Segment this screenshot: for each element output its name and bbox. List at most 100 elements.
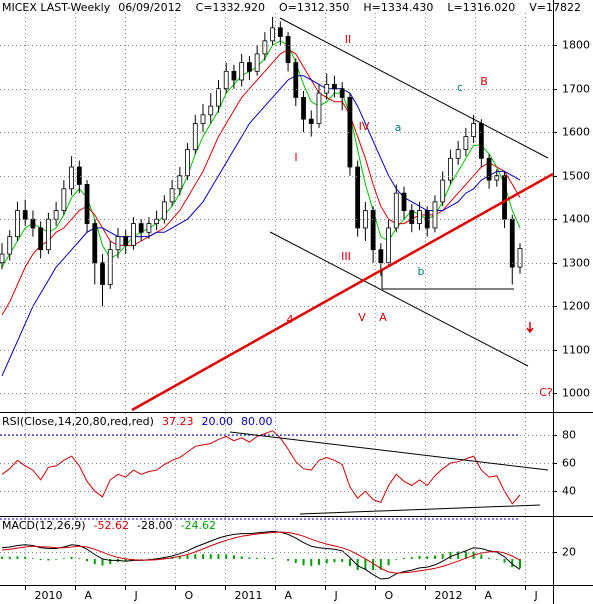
candle-body — [115, 236, 121, 251]
candle-body — [262, 40, 268, 55]
candle-body — [76, 166, 82, 185]
candle-body — [393, 192, 399, 229]
candle-body — [216, 88, 221, 107]
candle-body — [138, 223, 144, 233]
header-value: -52.62 — [94, 519, 129, 532]
candle-body — [417, 210, 422, 224]
candle-body — [146, 223, 152, 233]
x-tick-label: A — [285, 589, 293, 602]
candle-body — [200, 114, 206, 124]
header-value: -24.62 — [180, 519, 215, 532]
annotation: a — [395, 121, 402, 134]
candle-body — [161, 201, 167, 220]
candle-body — [185, 149, 190, 177]
candle-body — [486, 157, 492, 181]
x-tick-label: 2012 — [435, 589, 463, 602]
rsi-lines — [0, 431, 549, 515]
panel-title: RSI(Close,14,20,80,red,red) — [2, 415, 154, 428]
annotation: IV — [359, 120, 370, 133]
candle-body — [316, 92, 322, 124]
x-tick-label: J — [134, 589, 138, 602]
candle-body — [401, 192, 407, 211]
annotation: V — [358, 311, 366, 324]
y-tick-label: 80 — [562, 429, 576, 442]
y-tick-label: 60 — [562, 457, 576, 470]
candle-body — [107, 249, 113, 285]
candle-body — [355, 166, 361, 229]
candle-body — [285, 36, 291, 64]
x-tick-label: J — [534, 589, 538, 602]
panel-title: MICEX LAST-Weekly — [2, 1, 111, 14]
candle-body — [478, 123, 484, 159]
header-value: V=17822 — [529, 1, 581, 14]
candle-body — [92, 223, 98, 264]
candle-body — [53, 210, 59, 220]
y-tick-label: 1800 — [562, 39, 590, 52]
candle-body — [301, 97, 306, 120]
candle-body — [231, 70, 237, 81]
annotation: b — [418, 265, 425, 278]
candle-body — [100, 262, 105, 285]
rsi-trend-top — [229, 431, 549, 471]
x-tick-label: 2011 — [235, 589, 263, 602]
candle-body — [509, 218, 515, 268]
y-tick-label: 1200 — [562, 300, 590, 313]
header-value: 06/09/2012 — [118, 1, 181, 14]
panel — [0, 16, 523, 377]
candle-body — [432, 201, 438, 229]
candle-body — [339, 88, 345, 98]
candle-body — [123, 236, 129, 246]
y-tick-label: 1300 — [562, 257, 590, 270]
series-line — [1, 530, 521, 580]
x-tick-label: J — [334, 589, 338, 602]
candle-body — [370, 210, 376, 251]
candle-body — [308, 118, 314, 124]
candle-body — [502, 175, 507, 220]
rsi-trend-bottom — [299, 504, 541, 515]
header-value: O=1312.350 — [279, 1, 349, 14]
candle-body — [247, 62, 252, 72]
x-tick-label: O — [185, 589, 194, 602]
candle-body — [362, 210, 368, 229]
x-tick-label: A — [85, 589, 93, 602]
header-value: 37.23 — [162, 415, 194, 428]
candle-body — [69, 166, 74, 190]
y-tick-label: 1100 — [562, 344, 590, 357]
candle-body — [471, 123, 477, 137]
header-value: C=1332.920 — [196, 1, 265, 14]
header-value: L=1316.020 — [447, 1, 515, 14]
header-value: H=1334.430 — [363, 1, 433, 14]
candle-body — [293, 62, 299, 98]
candle-body — [455, 149, 461, 159]
channel-top — [279, 17, 549, 159]
candle-body — [15, 210, 20, 238]
trend-line-4 — [131, 172, 553, 412]
header-value: 80.00 — [241, 415, 273, 428]
y-tick-label: 1600 — [562, 126, 590, 139]
candle-body — [169, 188, 175, 203]
y-tick-label: 1400 — [562, 213, 590, 226]
candle-body — [177, 175, 183, 190]
candle-body — [440, 179, 446, 203]
candle-body — [84, 184, 90, 224]
candle-body — [448, 157, 453, 181]
y-tick-label: 1000 — [562, 387, 590, 400]
x-tick-label: 2010 — [35, 589, 63, 602]
candle-body — [45, 218, 51, 251]
candle-body — [386, 227, 391, 264]
candle-body — [223, 70, 229, 90]
candle-body — [131, 223, 136, 246]
annotation: C? — [539, 386, 553, 399]
header-value: 20.00 — [201, 415, 233, 428]
candle-body — [254, 53, 260, 72]
annotation: III — [341, 250, 351, 263]
candle-body — [424, 210, 430, 229]
candle-body — [22, 210, 28, 220]
candle-body — [332, 83, 337, 90]
y-tick-label: 40 — [562, 485, 576, 498]
candle-body — [7, 236, 13, 255]
panel-title: MACD(12,26,9) — [2, 519, 86, 532]
candle-body — [239, 62, 245, 81]
